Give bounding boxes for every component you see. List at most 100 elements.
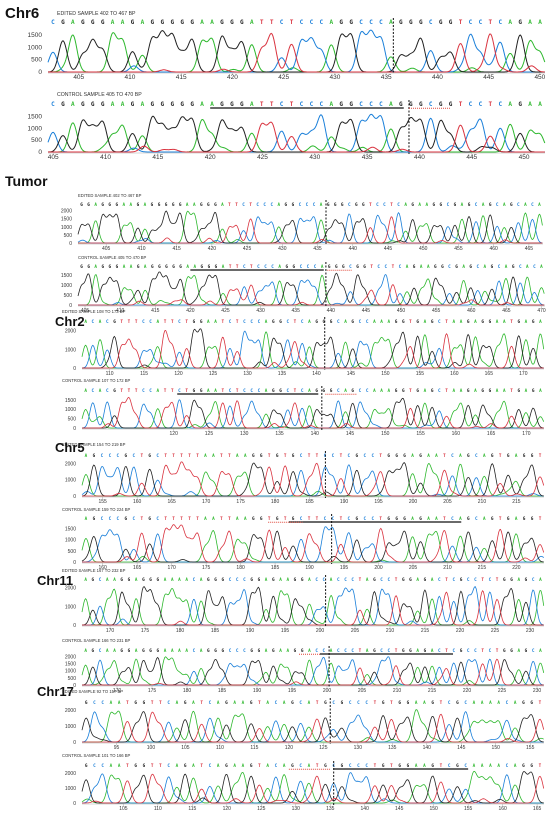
base-call: T xyxy=(200,763,203,769)
base-call: T xyxy=(539,700,542,706)
base-call: T xyxy=(268,453,271,459)
y-tick-label: 1000 xyxy=(65,724,76,730)
trace-C xyxy=(47,29,545,73)
base-call: G xyxy=(214,648,217,654)
base-call: A xyxy=(496,319,499,325)
x-tick-label: 430 xyxy=(256,308,265,314)
base-call: G xyxy=(113,388,116,394)
y-tick-label: 0 xyxy=(73,801,76,807)
base-call: G xyxy=(532,319,535,325)
base-call: T xyxy=(316,453,319,459)
base-call: G xyxy=(419,516,422,522)
base-call: C xyxy=(399,264,402,270)
y-tick-label: 1500 xyxy=(65,526,76,532)
base-call: T xyxy=(185,319,188,325)
base-call: A xyxy=(452,319,455,325)
x-tick-label: 215 xyxy=(421,628,430,634)
base-call: C xyxy=(496,202,499,208)
base-call: T xyxy=(369,202,372,208)
base-call: C xyxy=(498,101,502,108)
base-call: C xyxy=(193,577,196,583)
x-tick-label: 130 xyxy=(240,431,249,437)
base-call: C xyxy=(475,202,478,208)
base-call: G xyxy=(291,700,294,706)
base-call: T xyxy=(496,577,499,583)
x-tick-label: 210 xyxy=(443,565,452,571)
x-tick-label: 155 xyxy=(416,431,425,437)
base-call: C xyxy=(533,264,536,270)
x-tick-label: 455 xyxy=(454,246,463,252)
base-call: G xyxy=(431,763,434,769)
base-call: A xyxy=(71,101,75,108)
base-call: C xyxy=(337,648,340,654)
base-call: G xyxy=(220,101,224,108)
base-call: C xyxy=(349,763,352,769)
base-call: G xyxy=(532,388,535,394)
base-call: T xyxy=(443,516,446,522)
base-call: A xyxy=(435,453,438,459)
y-tick-label: 0 xyxy=(73,740,76,746)
base-call: C xyxy=(300,19,304,26)
x-tick-label: 215 xyxy=(512,499,521,505)
x-tick-label: 205 xyxy=(409,565,418,571)
base-call: A xyxy=(106,577,109,583)
panel-title: CONTROL SAMPLE 405 TO 470 BP xyxy=(78,255,147,260)
base-call: A xyxy=(459,516,462,522)
x-tick-label: 125 xyxy=(319,745,328,751)
base-call: G xyxy=(341,202,344,208)
base-call: C xyxy=(167,700,170,706)
base-call: T xyxy=(395,577,398,583)
base-call: G xyxy=(449,19,453,26)
base-call: C xyxy=(149,319,152,325)
base-call: A xyxy=(265,648,268,654)
y-tick-label: 0 xyxy=(73,560,76,566)
x-tick-label: 225 xyxy=(491,628,500,634)
base-call: G xyxy=(148,516,151,522)
base-call: C xyxy=(348,202,351,208)
base-call: G xyxy=(200,388,203,394)
base-call: G xyxy=(510,202,513,208)
x-tick-label: 170 xyxy=(167,565,176,571)
base-call: G xyxy=(193,388,196,394)
base-call: A xyxy=(141,101,145,108)
base-call: A xyxy=(538,202,541,208)
x-tick-label: 140 xyxy=(361,806,370,812)
base-call: G xyxy=(225,763,228,769)
panel-title: CONTROL SAMPLE 101 TO 166 BP xyxy=(62,753,131,758)
base-call: G xyxy=(402,319,405,325)
base-call: A xyxy=(250,19,254,26)
base-call: G xyxy=(272,648,275,654)
base-call: T xyxy=(128,388,131,394)
base-call: C xyxy=(132,516,135,522)
base-call: A xyxy=(380,388,383,394)
base-call: C xyxy=(351,577,354,583)
base-call: C xyxy=(280,101,284,108)
x-tick-label: 130 xyxy=(354,745,363,751)
base-call: C xyxy=(498,19,502,26)
base-call: T xyxy=(340,516,343,522)
x-tick-label: 125 xyxy=(257,806,266,812)
base-call: G xyxy=(240,101,244,108)
base-call: A xyxy=(427,516,430,522)
base-call: C xyxy=(117,516,120,522)
base-call: C xyxy=(371,453,374,459)
base-call: G xyxy=(180,19,184,26)
base-call: T xyxy=(374,700,377,706)
x-tick-label: 120 xyxy=(170,431,179,437)
base-call: C xyxy=(366,319,369,325)
base-call: A xyxy=(236,453,239,459)
base-call: T xyxy=(188,516,191,522)
base-call: G xyxy=(125,516,128,522)
base-call: A xyxy=(416,648,419,654)
base-call: C xyxy=(479,101,483,108)
base-call: A xyxy=(233,700,236,706)
base-call: G xyxy=(292,453,295,459)
x-tick-label: 210 xyxy=(393,688,402,694)
base-call: G xyxy=(134,700,137,706)
base-call: A xyxy=(411,516,414,522)
x-tick-label: 145 xyxy=(395,806,404,812)
base-call: G xyxy=(260,516,263,522)
